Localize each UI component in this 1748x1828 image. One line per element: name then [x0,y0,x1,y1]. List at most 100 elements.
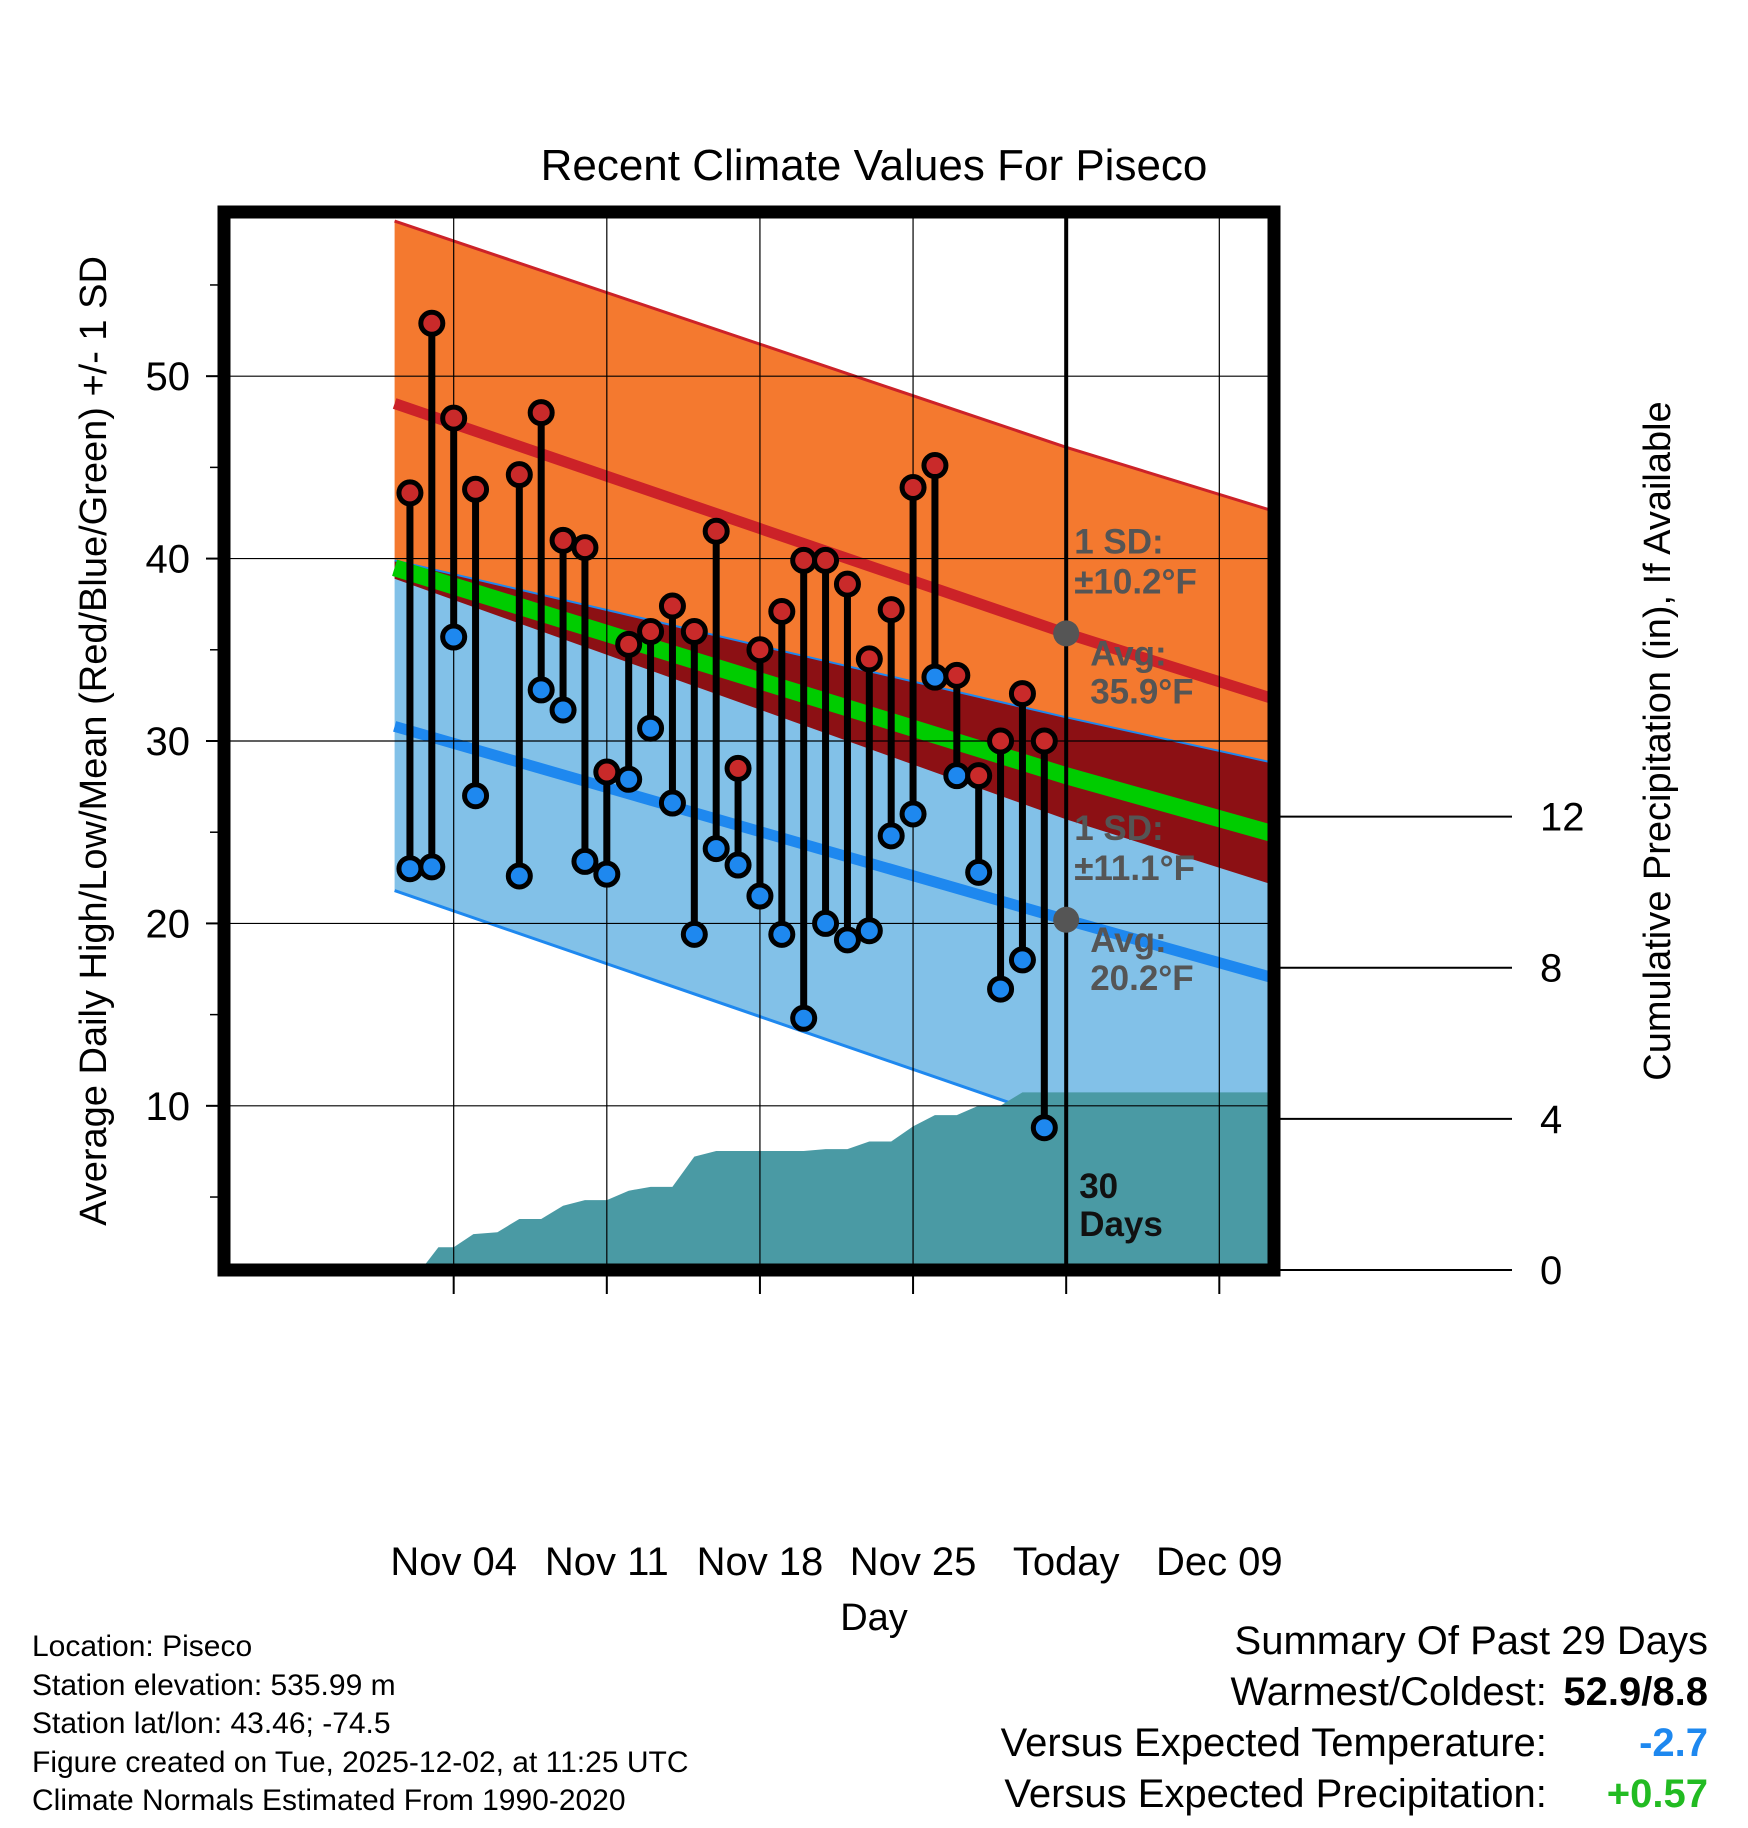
obs-low-point [440,623,468,651]
obs-high-point [790,546,818,574]
high-avg-marker [1053,620,1080,647]
station-info: Location: Piseco Station elevation: 535.… [32,1628,689,1821]
obs-high-point [637,618,665,646]
precip-anomaly-value: +0.57 [1606,1772,1708,1816]
obs-low-point [768,920,796,948]
obs-low-point [505,862,533,890]
obs-low-point [1030,1114,1058,1142]
obs-high-point [462,475,490,503]
obs-low-point [724,851,752,879]
obs-low-point [899,800,927,828]
x-tick-label: Nov 25 [850,1540,977,1584]
y-left-tick-label: 50 [146,355,191,399]
obs-high-point [746,636,774,664]
obs-low-point [702,835,730,863]
latlon-text: Station lat/lon: 43.46; -74.5 [32,1707,391,1740]
obs-high-point [440,404,468,432]
summary-panel: Summary Of Past 29 Days Warmest/Coldest:… [1001,1616,1708,1820]
x-tick-label: Nov 04 [390,1540,517,1584]
obs-low-point [812,909,840,937]
high-sd-label: 1 SD: [1074,522,1163,561]
y-right-tick-label: 0 [1540,1249,1562,1293]
plot-frame [217,205,1281,1277]
temp-anomaly-label: Versus Expected Temperature: [1000,1721,1547,1765]
warmest-label: Warmest/Coldest: [1230,1670,1547,1714]
obs-low-point [418,853,446,881]
y-left-tick-label: 10 [146,1085,191,1129]
obs-high-point [615,630,643,658]
obs-high-point [921,452,949,480]
low-sd-label: 1 SD: [1074,809,1163,848]
obs-high-point [505,461,533,489]
axes: Nov 04 Nov 11 Nov 18 Nov 25 Today Dec 09 10 20 3… [73,205,1679,1639]
obs-low-point [943,762,971,790]
x-axis-title: Day [840,1597,908,1639]
y-right-tick-label: 4 [1540,1098,1562,1142]
obs-low-point [855,917,883,945]
obs-low-point [1008,946,1036,974]
y-right-axis-title: Cumulative Precipitation (in), If Availa… [1637,401,1679,1080]
obs-low-point [987,975,1015,1003]
high-avg-label: Avg: [1090,634,1166,673]
obs-low-point [658,789,686,817]
obs-low-point [593,860,621,888]
obs-high-point [702,517,730,545]
precip-anomaly-label: Versus Expected Precipitation: [1004,1772,1547,1816]
x-tick-label: Nov 11 [545,1540,669,1584]
y-left-tick-label: 30 [146,720,191,764]
obs-high-point [571,534,599,562]
obs-high-point [396,479,424,507]
low-sd-value: ±11.1°F [1074,849,1195,888]
summary-warmest-row: Warmest/Coldest: 52.9/8.8 [1001,1667,1709,1718]
obs-high-point [724,754,752,782]
obs-low-point [746,882,774,910]
obs-high-point [593,758,621,786]
obs-high-point [418,309,446,337]
obs-low-point [921,663,949,691]
obs-low-point [462,782,490,810]
obs-high-point [855,645,883,673]
obs-high-point [768,597,796,625]
location-text: Location: Piseco [32,1630,253,1663]
x-tick-label: Today [1013,1540,1120,1584]
obs-high-point [812,546,840,574]
obs-low-point [680,920,708,948]
low-avg-label: Avg: [1090,921,1166,960]
summary-heading: Summary Of Past 29 Days [1234,1619,1708,1663]
obs-low-point [637,714,665,742]
obs-high-point [899,473,927,501]
low-avg-marker [1053,906,1080,933]
obs-high-point [965,762,993,790]
high-avg-value: 35.9°F [1090,672,1194,711]
y-left-tick-label: 20 [146,902,191,946]
created-text: Figure created on Tue, 2025-12-02, at 11… [32,1745,689,1779]
days-word-label: Days [1079,1205,1163,1244]
y-right-tick-label: 8 [1540,947,1562,991]
obs-low-point [396,855,424,883]
obs-low-point [790,1004,818,1032]
y-right-tick-label: 12 [1540,796,1585,840]
obs-high-point [1008,680,1036,708]
obs-high-point [527,399,555,427]
observations [396,309,1058,1142]
obs-low-point [615,765,643,793]
obs-low-point [965,858,993,886]
obs-high-point [943,661,971,689]
obs-high-point [680,618,708,646]
obs-low-point [527,676,555,704]
obs-high-point [658,592,686,620]
elevation-text: Station elevation: 535.99 m [32,1668,396,1702]
obs-low-point [549,696,577,724]
grid-lines [224,212,1274,1270]
x-tick-label: Nov 18 [697,1540,824,1584]
obs-high-point [833,570,861,598]
high-sd-value: ±10.2°F [1074,562,1197,601]
obs-low-point [877,822,905,850]
summary-precip-row: Versus Expected Precipitation: +0.57 [1001,1769,1708,1820]
chart-title: Recent Climate Values For Piseco [541,141,1208,190]
obs-high-point [549,526,577,554]
y-left-axis-title: Average Daily High/Low/Mean (Red/Blue/Gr… [73,256,115,1226]
days-number-label: 30 [1079,1167,1118,1206]
